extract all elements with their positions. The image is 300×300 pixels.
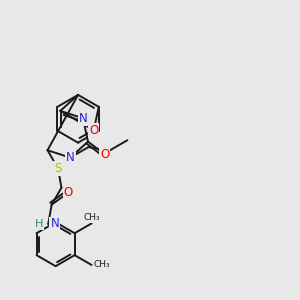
Text: H: H bbox=[35, 219, 44, 229]
Text: O: O bbox=[89, 124, 98, 137]
Text: O: O bbox=[100, 148, 110, 161]
Text: N: N bbox=[79, 112, 87, 125]
Text: CH₃: CH₃ bbox=[83, 213, 100, 222]
Text: N: N bbox=[66, 151, 75, 164]
Text: CH₃: CH₃ bbox=[94, 260, 110, 269]
Text: N: N bbox=[50, 218, 59, 230]
Text: O: O bbox=[64, 186, 73, 199]
Text: S: S bbox=[54, 162, 62, 175]
